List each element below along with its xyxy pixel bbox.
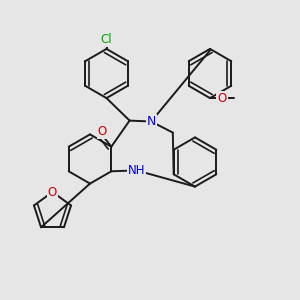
Text: O: O — [218, 92, 226, 105]
Text: O: O — [48, 185, 57, 199]
Text: NH: NH — [128, 164, 145, 177]
Text: O: O — [98, 125, 107, 138]
Text: Cl: Cl — [101, 33, 112, 46]
Text: N: N — [146, 115, 156, 128]
